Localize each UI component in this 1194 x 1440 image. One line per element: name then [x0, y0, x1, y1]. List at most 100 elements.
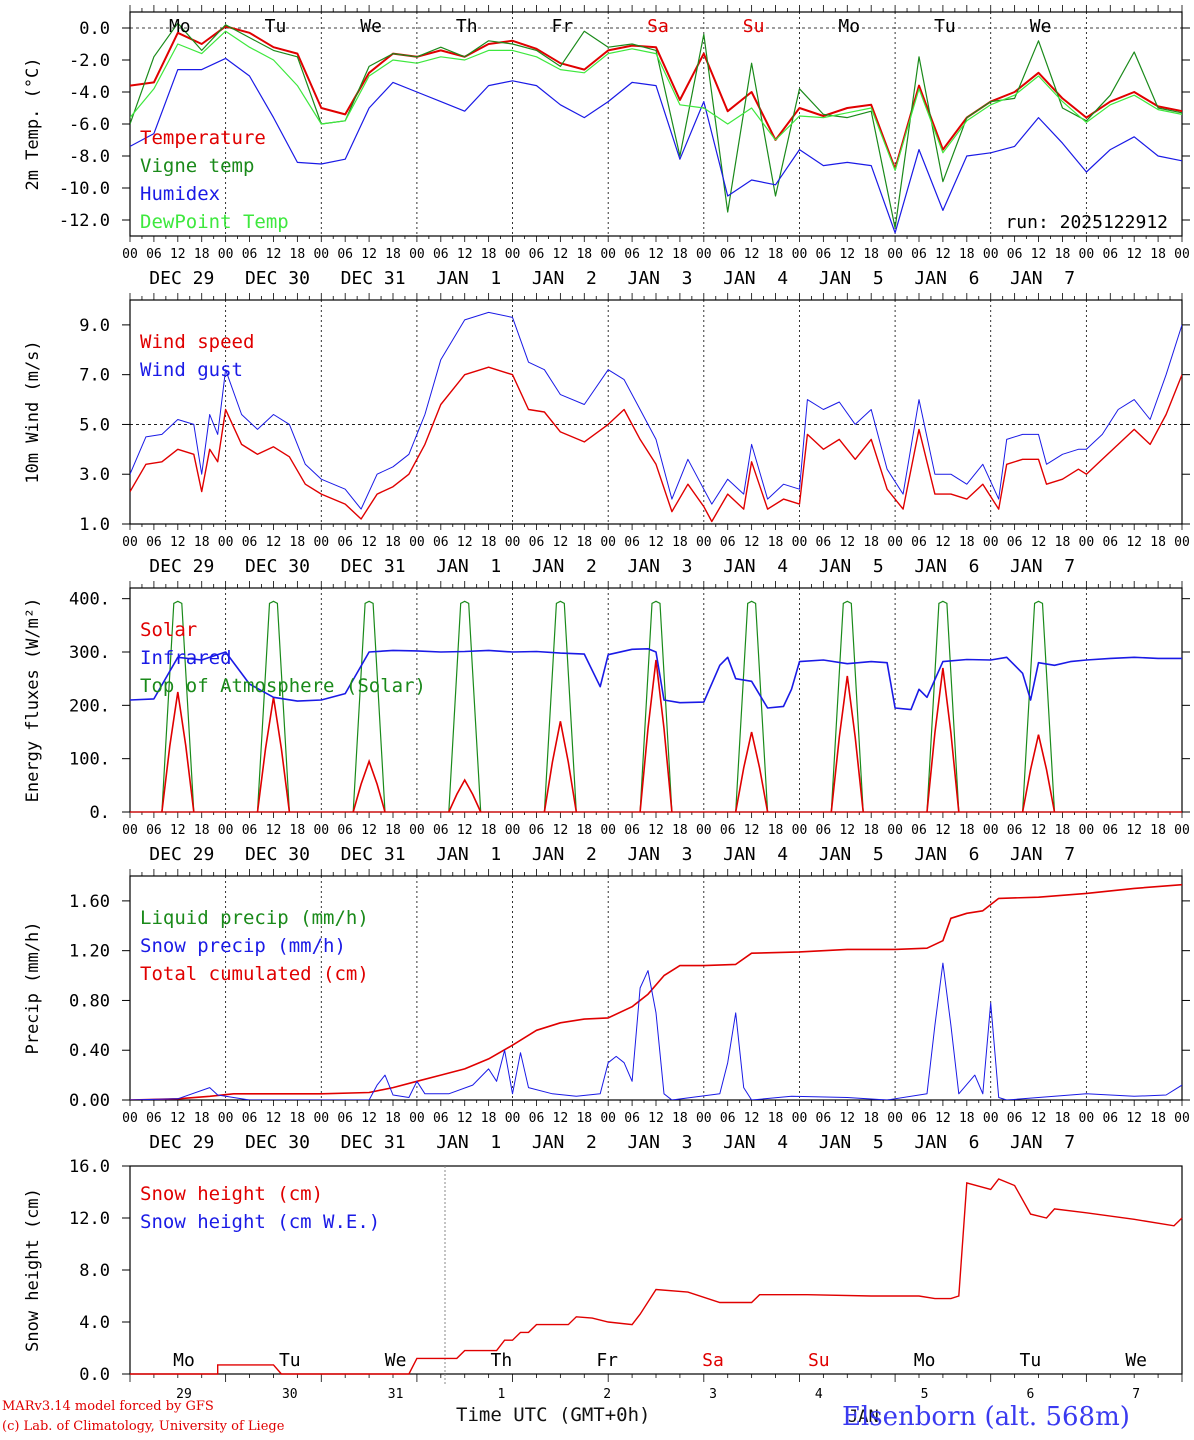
hour-tick-label: 12 [266, 247, 282, 262]
legend-entry: Snow height (cm W.E.) [140, 1211, 380, 1233]
hour-tick-label: 00 [218, 823, 234, 838]
hour-tick-label: 18 [290, 823, 306, 838]
y-tick-label: -12.0 [59, 211, 110, 231]
hour-tick-label: 00 [792, 823, 808, 838]
hour-tick-label: 12 [457, 247, 473, 262]
hour-tick-label: 12 [1126, 1111, 1142, 1126]
y-tick-label: 4.0 [79, 1313, 110, 1333]
date-label: DEC 29 [149, 1132, 214, 1153]
hour-tick-label: 00 [505, 247, 521, 262]
hour-tick-label: 00 [409, 823, 425, 838]
plot-frame [129, 11, 1183, 237]
toa-solar-line [256, 600, 290, 812]
hour-tick-label: 00 [983, 1111, 999, 1126]
day-number-label: 2 [603, 1387, 611, 1402]
date-label: JAN 7 [1010, 844, 1075, 865]
day-number-label: 3 [709, 1387, 717, 1402]
day-number-label: 7 [1132, 1387, 1140, 1402]
hour-tick-label: 06 [911, 823, 927, 838]
hour-tick-label: 12 [170, 1111, 186, 1126]
hour-tick-label: 18 [1055, 823, 1071, 838]
weekday-label: Sa [647, 16, 669, 37]
hour-tick-label: 00 [122, 535, 138, 550]
legend-entry: Vigne temp [140, 155, 254, 177]
date-label: JAN 4 [723, 844, 788, 865]
legend-entry: Total cumulated (cm) [140, 963, 369, 985]
weekday-label: Th [491, 1350, 513, 1371]
hour-tick-label: 12 [361, 823, 377, 838]
day-number-label: 1 [497, 1387, 505, 1402]
hour-tick-label: 00 [887, 823, 903, 838]
y-tick-label: 9.0 [79, 316, 110, 336]
hour-tick-label: 06 [1102, 247, 1118, 262]
date-label: JAN 5 [819, 1132, 884, 1153]
plot-frame [129, 299, 1183, 525]
date-label: JAN 4 [723, 1132, 788, 1153]
date-label: DEC 31 [341, 556, 406, 577]
weekday-label: Sa [702, 1350, 724, 1371]
y-tick-label: 0.00 [69, 1091, 110, 1111]
weekday-label: Mo [173, 1350, 195, 1371]
date-label: JAN 2 [532, 1132, 597, 1153]
hour-tick-label: 06 [720, 247, 736, 262]
hour-tick-label: 12 [457, 535, 473, 550]
hour-tick-label: 00 [600, 1111, 616, 1126]
y-tick-label: 7.0 [79, 366, 110, 386]
hour-tick-label: 06 [146, 1111, 162, 1126]
run-label: run: 2025122912 [1005, 212, 1168, 233]
hour-tick-label: 00 [313, 247, 329, 262]
hour-tick-label: 18 [194, 247, 210, 262]
hour-tick-label: 18 [481, 1111, 497, 1126]
hour-tick-label: 12 [648, 823, 664, 838]
date-label: JAN 2 [532, 556, 597, 577]
date-label: JAN 4 [723, 556, 788, 577]
date-label: JAN 5 [819, 556, 884, 577]
weekday-label: Tu [279, 1350, 301, 1371]
hour-tick-label: 00 [409, 247, 425, 262]
legend-entry: Snow precip (mm/h) [140, 935, 346, 957]
y-tick-label: 0.40 [69, 1041, 110, 1061]
hour-tick-label: 18 [194, 1111, 210, 1126]
hour-tick-label: 18 [672, 535, 688, 550]
weekday-label: We [1030, 16, 1052, 37]
hour-tick-label: 00 [505, 1111, 521, 1126]
legend-entry: Top of Atmosphere (Solar) [140, 675, 426, 697]
hour-tick-label: 18 [576, 1111, 592, 1126]
hour-tick-label: 06 [816, 1111, 832, 1126]
hour-tick-label: 18 [768, 535, 784, 550]
hour-tick-label: 18 [768, 247, 784, 262]
date-label: DEC 31 [341, 844, 406, 865]
hour-tick-label: 12 [839, 247, 855, 262]
hour-tick-label: 06 [529, 247, 545, 262]
date-label: JAN 6 [914, 556, 979, 577]
hour-tick-label: 18 [672, 247, 688, 262]
hour-tick-label: 06 [1102, 1111, 1118, 1126]
hour-tick-label: 18 [290, 1111, 306, 1126]
hour-tick-label: 00 [218, 247, 234, 262]
hour-tick-label: 00 [1079, 1111, 1095, 1126]
y-tick-label: 300. [69, 643, 110, 663]
legend-entry: Humidex [140, 183, 220, 205]
hour-tick-label: 06 [911, 247, 927, 262]
weekday-label: Fr [596, 1350, 618, 1371]
hour-tick-label: 06 [529, 535, 545, 550]
series-line-humidex [130, 57, 1182, 234]
series-line-snow-precip-mm-h- [130, 962, 1182, 1100]
legend-entry: Solar [140, 619, 197, 641]
hour-tick-label: 00 [505, 535, 521, 550]
y-tick-label: 0.80 [69, 991, 110, 1011]
hour-tick-label: 00 [1079, 823, 1095, 838]
hour-tick-label: 06 [1007, 823, 1023, 838]
y-tick-label: 200. [69, 696, 110, 716]
y-tick-label: 8.0 [79, 1261, 110, 1281]
toa-solar-line [735, 600, 769, 812]
hour-tick-label: 06 [624, 247, 640, 262]
date-label: JAN 6 [914, 844, 979, 865]
date-label: JAN 1 [436, 1132, 501, 1153]
hour-tick-label: 06 [433, 247, 449, 262]
hour-tick-label: 12 [361, 1111, 377, 1126]
hour-tick-label: 18 [576, 247, 592, 262]
series-line-wind-gust [130, 311, 1182, 510]
hour-tick-label: 18 [959, 823, 975, 838]
